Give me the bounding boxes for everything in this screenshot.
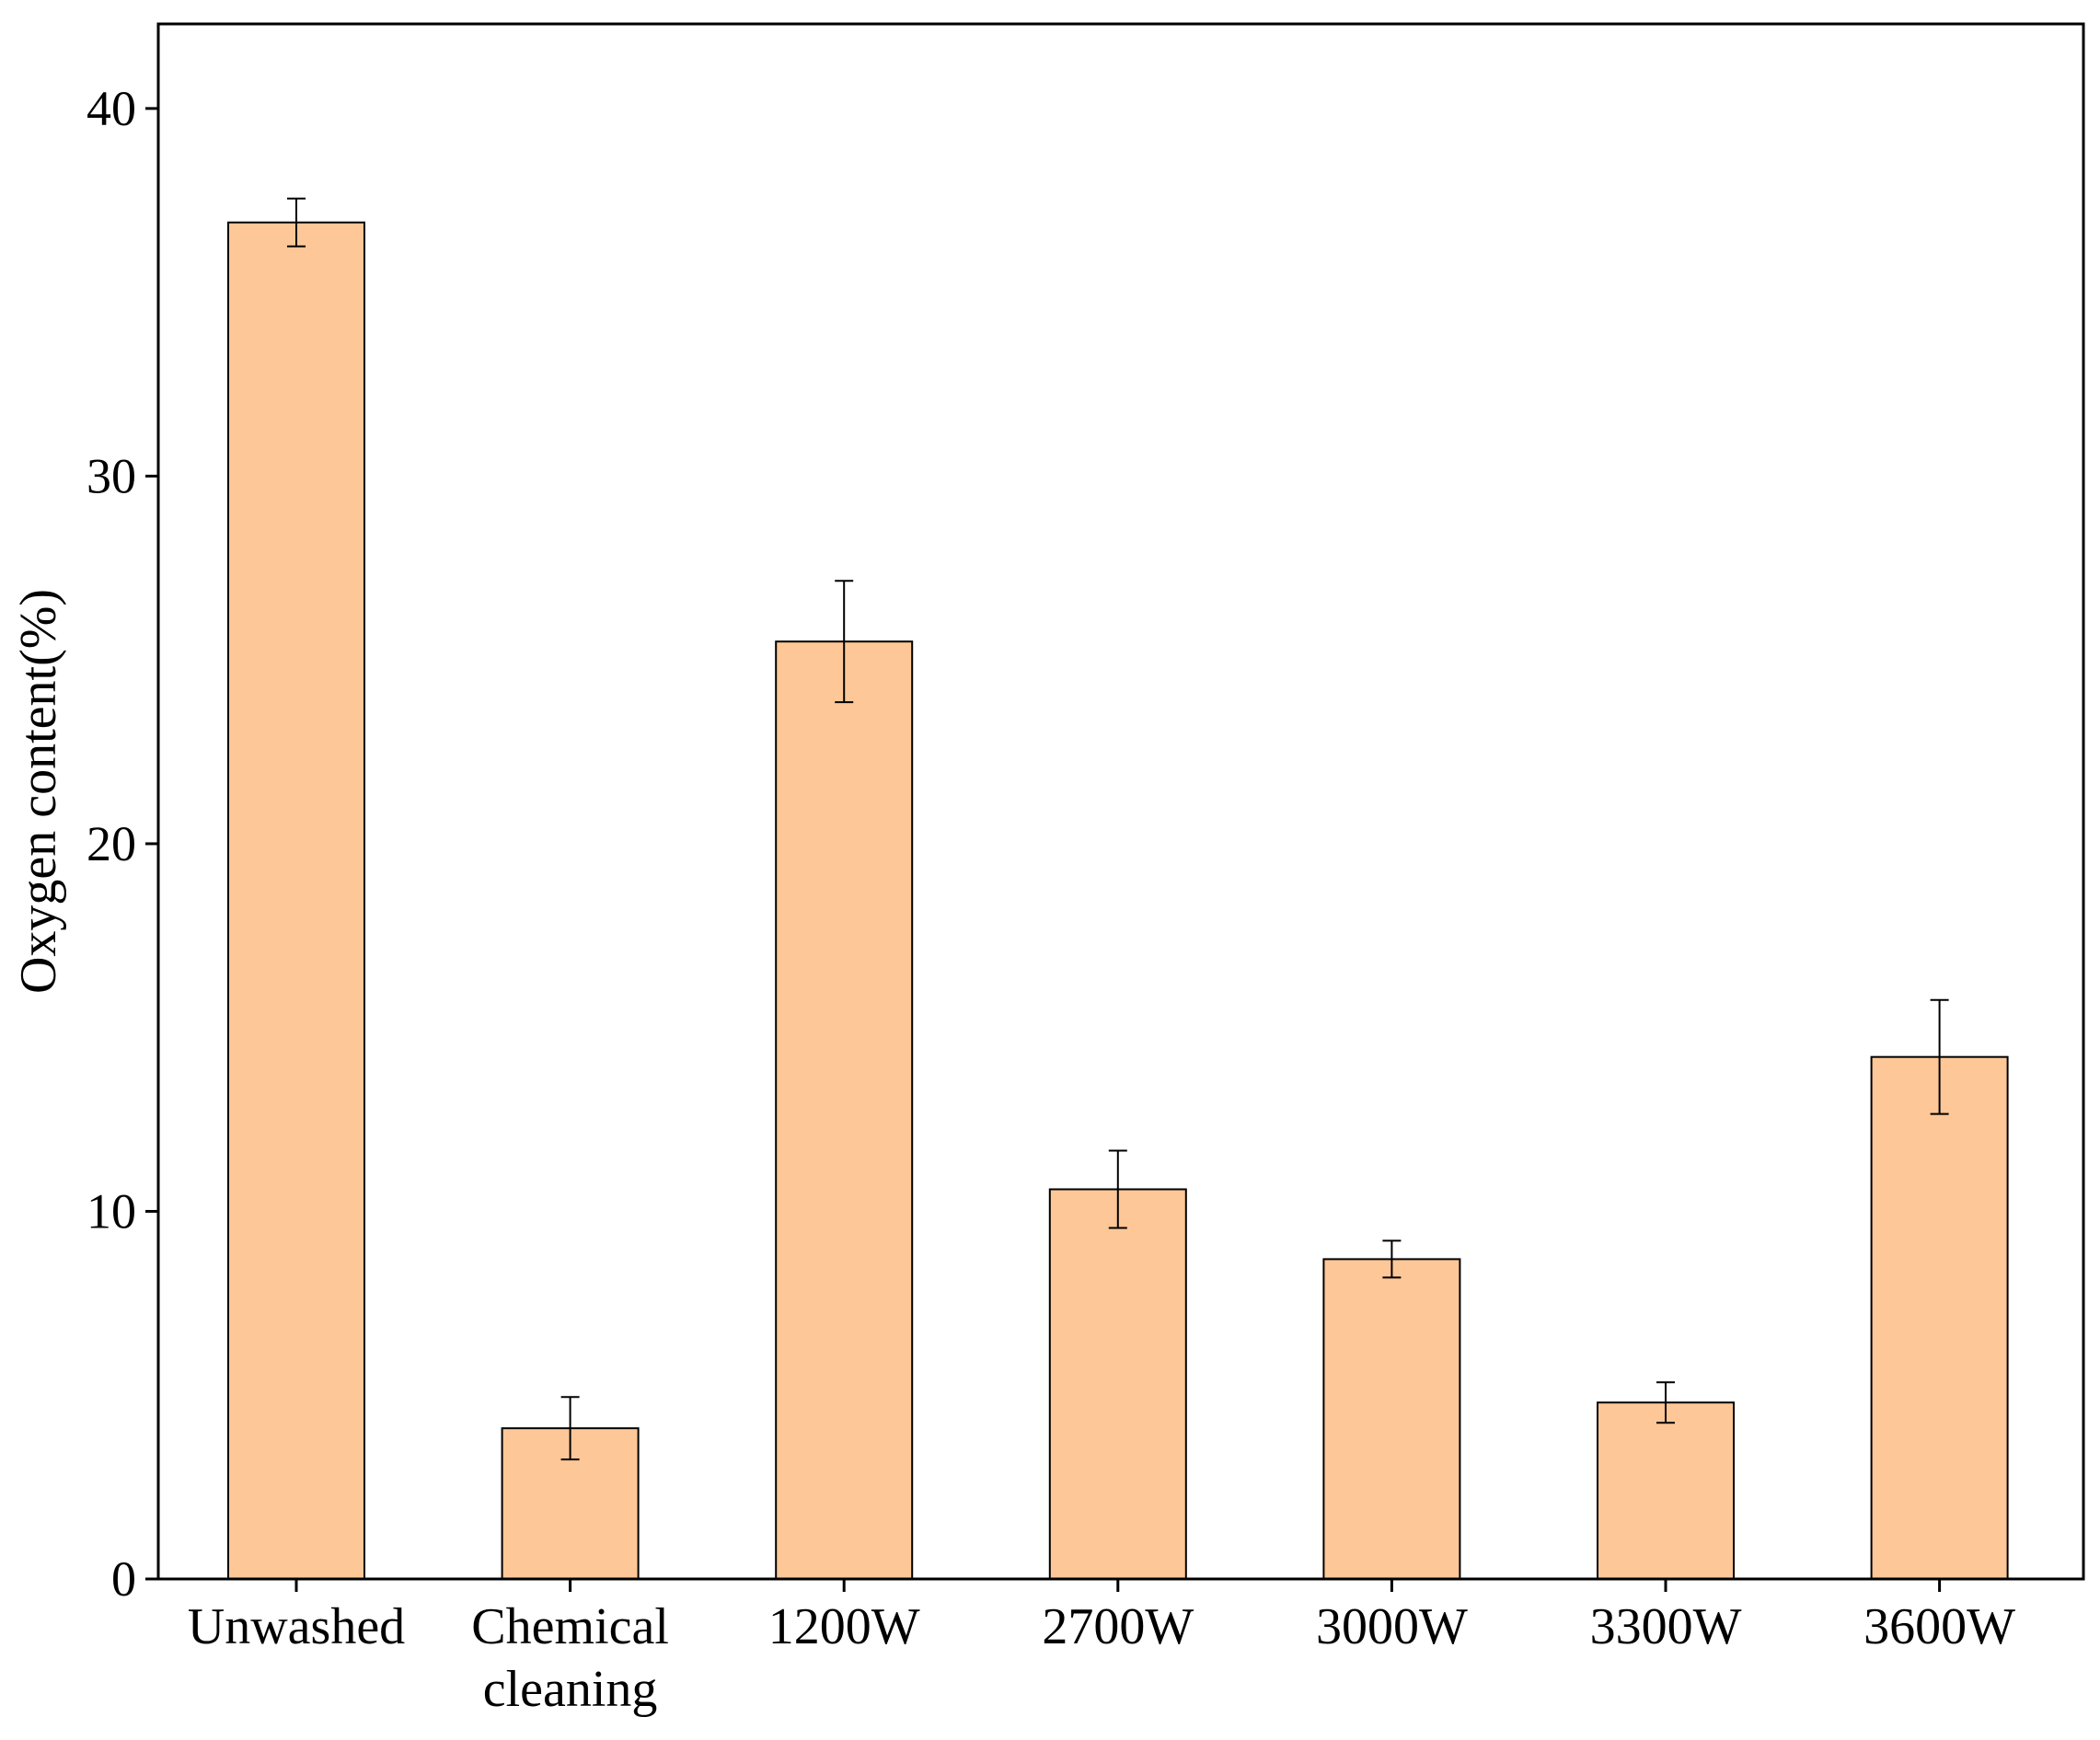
y-tick-label: 0 — [111, 1551, 136, 1607]
error-bar-3 — [835, 580, 854, 704]
bars-layer — [227, 221, 2009, 1581]
bar-3 — [775, 640, 914, 1580]
x-tick-label: 3300W — [1590, 1598, 1742, 1655]
error-bar-5 — [1382, 1239, 1402, 1279]
bar-1 — [227, 221, 365, 1581]
x-tick-label-line: 2700W — [1042, 1598, 1194, 1655]
x-axis: Unwashed Chemical cleaning 1200W 2700W 3000W 3… — [188, 1579, 2015, 1718]
error-bar-7 — [1930, 998, 1949, 1115]
y-tick-label: 40 — [87, 81, 136, 136]
y-tick-label: 30 — [87, 448, 136, 503]
error-bar-4 — [1108, 1149, 1127, 1229]
bar-5 — [1322, 1258, 1461, 1581]
error-bar-6 — [1656, 1381, 1675, 1424]
x-tick-label: 1200W — [768, 1598, 920, 1655]
x-tick-label-line: 3000W — [1316, 1598, 1468, 1655]
x-tick-label-line: 3300W — [1590, 1598, 1742, 1655]
x-tick-label-line: cleaning — [483, 1661, 658, 1718]
x-tick-label-line: Unwashed — [188, 1598, 405, 1655]
y-tick-label: 20 — [87, 816, 136, 871]
x-tick-label: 3000W — [1316, 1598, 1468, 1655]
bar-4 — [1048, 1188, 1187, 1581]
y-axis: 0 10 20 30 40 — [87, 81, 158, 1607]
error-bar-1 — [287, 197, 306, 248]
x-tick-label-line: 3600W — [1863, 1598, 2015, 1655]
x-tick-label: Chemical cleaning — [471, 1598, 669, 1718]
y-axis-label: Oxygen content(%) — [10, 589, 67, 994]
x-tick-label-line: 1200W — [768, 1598, 920, 1655]
plot-frame — [156, 22, 2085, 1581]
bar-7 — [1870, 1055, 2009, 1580]
x-tick-label-line: Chemical — [471, 1598, 669, 1655]
bar-6 — [1597, 1401, 1735, 1580]
error-bars-layer — [287, 197, 1949, 1461]
y-tick-label: 10 — [87, 1183, 136, 1239]
error-bar-2 — [560, 1396, 580, 1461]
x-tick-label: 3600W — [1863, 1598, 2015, 1655]
x-tick-label: 2700W — [1042, 1598, 1194, 1655]
x-tick-label: Unwashed — [188, 1598, 405, 1655]
